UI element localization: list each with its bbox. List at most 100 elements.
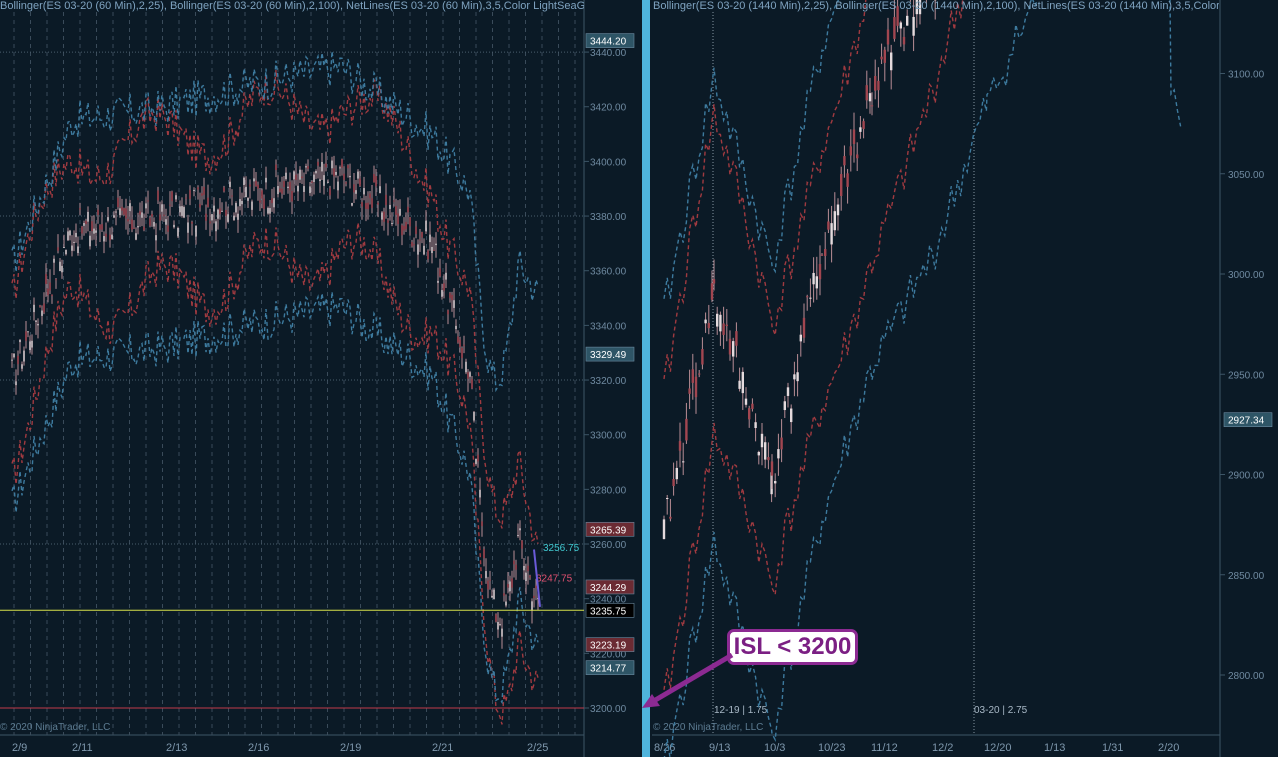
left-candle-body <box>251 201 253 210</box>
left-candle-body <box>121 206 123 211</box>
left-price-tick: 3380.00 <box>590 212 627 223</box>
left-candle-body <box>287 186 289 189</box>
left-candle-body <box>305 166 307 168</box>
left-bollinger-25-lower <box>11 222 539 725</box>
pane-divider[interactable] <box>642 0 650 757</box>
left-candle-body <box>479 489 481 498</box>
left-candle-body <box>179 206 181 213</box>
left-candle-body <box>263 198 265 209</box>
left-candle-body <box>415 226 417 235</box>
left-candle-body <box>497 621 499 630</box>
left-candle-body <box>255 180 257 187</box>
right-bollinger-100-lower <box>663 0 1182 757</box>
left-value-label: 3265.39 <box>590 525 627 536</box>
left-candle-body <box>387 220 389 223</box>
right-candle-body <box>820 254 824 256</box>
right-candle-body <box>728 338 732 355</box>
left-annotation-mid: 3247.75 <box>536 573 573 584</box>
left-price-tick: 3220.00 <box>590 649 627 660</box>
left-candle-body <box>361 202 363 207</box>
right-candle-body <box>918 0 922 15</box>
left-candle-body <box>393 200 395 202</box>
left-candle-body <box>115 211 117 213</box>
left-candle-body <box>279 188 281 192</box>
left-candle-body <box>259 200 261 203</box>
left-candle-body <box>95 230 97 233</box>
left-candle-body <box>59 261 61 272</box>
left-candle-body <box>511 578 513 588</box>
left-candle-body <box>189 190 191 199</box>
left-candle-body <box>193 189 195 191</box>
left-candle-body <box>465 361 467 373</box>
left-candle-body <box>261 190 263 199</box>
left-candle-body <box>413 244 415 246</box>
left-candle-body <box>301 176 303 179</box>
left-candle-body <box>187 222 189 233</box>
left-candle-body <box>107 217 109 221</box>
left-candle-body <box>23 350 25 362</box>
left-candle-body <box>345 182 347 184</box>
right-price-tick: 2950.00 <box>1228 370 1265 381</box>
left-candle-body <box>61 265 63 273</box>
left-candle-body <box>475 458 477 464</box>
left-candle-body <box>13 353 15 358</box>
left-candle-body <box>75 232 77 238</box>
left-candle-body <box>123 208 125 215</box>
right-copyright: © 2020 NinjaTrader, LLC <box>653 722 764 733</box>
left-candle-body <box>157 190 159 201</box>
left-candle-body <box>443 283 445 291</box>
left-candle-body <box>509 581 511 592</box>
left-candle-body <box>205 213 207 221</box>
right-candle-body <box>738 380 741 389</box>
left-candle-body <box>341 159 343 168</box>
left-candle-body <box>163 214 165 216</box>
left-candle-body <box>39 305 41 308</box>
right-candle-body <box>840 174 843 196</box>
left-candle-body <box>485 571 487 579</box>
left-candle-body <box>421 232 423 238</box>
left-candle-body <box>405 221 407 230</box>
right-candle-body <box>896 6 899 26</box>
left-candle-body <box>343 173 345 180</box>
left-candle-body <box>321 161 323 172</box>
right-candle-body <box>912 16 915 36</box>
left-candle-body <box>427 250 429 260</box>
left-candle-body <box>129 203 131 212</box>
left-chart-pane[interactable]: 3200.00 3220.00 3240.00 3260.00 3280.00 3300.… <box>0 0 640 757</box>
left-price-tick: 3360.00 <box>590 267 627 278</box>
left-candle-body <box>21 364 23 369</box>
left-candle-body <box>149 218 151 226</box>
left-price-tick: 3200.00 <box>590 704 627 715</box>
left-candle-body <box>87 211 89 222</box>
left-candle-body <box>477 454 479 462</box>
left-candle-body <box>439 268 441 277</box>
left-candle-body <box>447 310 449 315</box>
right-candle-body <box>786 387 790 396</box>
left-candle-body <box>225 210 227 216</box>
right-candle-body <box>818 264 822 280</box>
left-bollinger-25-upper <box>11 69 539 544</box>
left-date-tick: 2/13 <box>166 742 187 754</box>
left-candle-body <box>33 304 35 313</box>
left-candle-body <box>381 212 383 220</box>
right-price-tick: 2900.00 <box>1228 471 1265 482</box>
right-chart-header: Bollinger(ES 03-20 (1440 Min),2,25), Bol… <box>653 0 1219 12</box>
left-value-label-box <box>585 346 635 362</box>
right-candle-body <box>722 323 725 335</box>
right-candle-body <box>669 516 672 519</box>
left-candle-body <box>491 595 493 598</box>
left-price-tick: 3320.00 <box>590 376 627 387</box>
left-candle-body <box>453 300 455 308</box>
left-candle-body <box>267 207 269 214</box>
right-candle-body <box>890 52 893 71</box>
left-candle-body <box>519 528 521 531</box>
left-candle-body <box>423 245 425 255</box>
left-candle-body <box>269 208 271 214</box>
left-candle-body <box>331 160 333 169</box>
left-price-tick: 3340.00 <box>590 321 627 332</box>
left-candle-body <box>289 181 291 191</box>
left-candle-body <box>521 540 523 549</box>
right-chart-pane[interactable]: 12-19 | 1.75 03-20 | 2.75 2800.00 2850.00 29… <box>652 0 1278 757</box>
left-candle-body <box>217 209 219 219</box>
left-candle-body <box>63 247 65 249</box>
